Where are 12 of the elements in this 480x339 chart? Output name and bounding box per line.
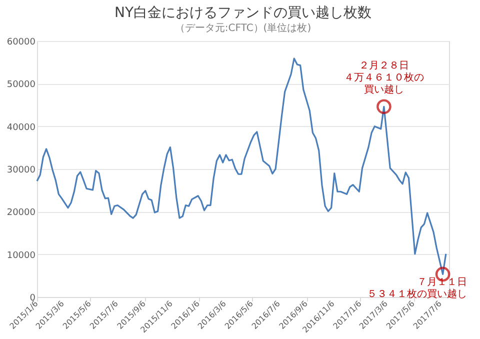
y-tick-label: 40000 <box>6 122 36 133</box>
chart-title: NY白金におけるファンドの買い越し枚数 <box>114 5 372 21</box>
annotation: ２月２８日 <box>358 60 409 72</box>
annotation: ４万４６１０枚の <box>344 72 424 84</box>
y-tick-label: 10000 <box>6 250 36 261</box>
annotation: ５３４１枚の買い越し <box>366 288 467 300</box>
y-tick-label: 30000 <box>6 166 36 176</box>
annotation: 買い越し <box>364 84 404 96</box>
y-tick-label: 50000 <box>6 80 36 90</box>
y-tick-label: 60000 <box>6 38 36 48</box>
y-tick-label: 20000 <box>6 208 36 218</box>
chart-subtitle: （データ元:CFTC）(単位は枚) <box>174 22 312 34</box>
